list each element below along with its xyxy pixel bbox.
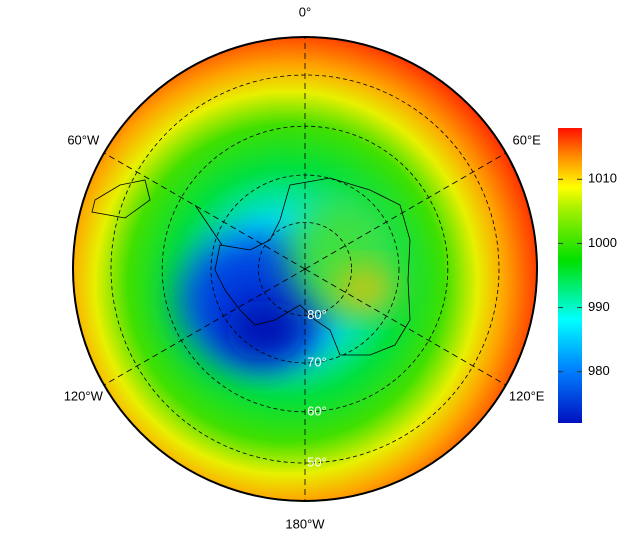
parallel-label: 80°: [307, 307, 327, 322]
meridian-label: 0°: [299, 4, 311, 19]
meridian: [103, 268, 306, 386]
meridian-label: 180°W: [285, 516, 325, 531]
map-border: [72, 36, 538, 502]
meridian-label: 120°E: [509, 388, 545, 403]
parallel-label: 70°: [307, 354, 327, 369]
colorbar-tick-label: 990: [588, 299, 610, 314]
colorbar-tick-label: 980: [588, 363, 610, 378]
colorbar: [558, 128, 582, 423]
colorbar-tick-label: 1010: [588, 171, 617, 186]
colorbar-tick-label: 1000: [588, 235, 617, 250]
coastline: [91, 177, 411, 356]
parallel-label: 60°: [307, 403, 327, 418]
meridian-label: 120°W: [64, 388, 104, 403]
meridian: [304, 152, 507, 270]
parallel: [257, 221, 353, 317]
meridian-label: 60°W: [67, 132, 100, 147]
meridian: [304, 268, 507, 386]
graticule: [103, 37, 507, 501]
parallel-label: 50°: [307, 454, 327, 469]
meridian: [103, 152, 306, 270]
meridian-label: 60°E: [513, 132, 542, 147]
